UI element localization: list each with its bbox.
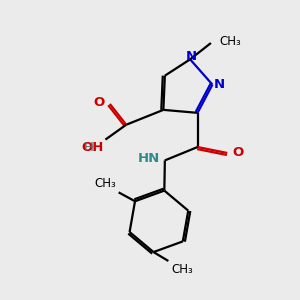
Text: CH₃: CH₃	[220, 35, 242, 48]
Text: OH: OH	[82, 141, 104, 154]
Text: HN: HN	[138, 152, 160, 165]
Text: N: N	[186, 50, 197, 63]
Text: O: O	[232, 146, 244, 160]
Text: O: O	[93, 96, 104, 109]
Text: CH₃: CH₃	[171, 263, 193, 276]
Text: H: H	[84, 141, 94, 154]
Text: N: N	[213, 78, 224, 91]
Text: CH₃: CH₃	[94, 177, 116, 190]
